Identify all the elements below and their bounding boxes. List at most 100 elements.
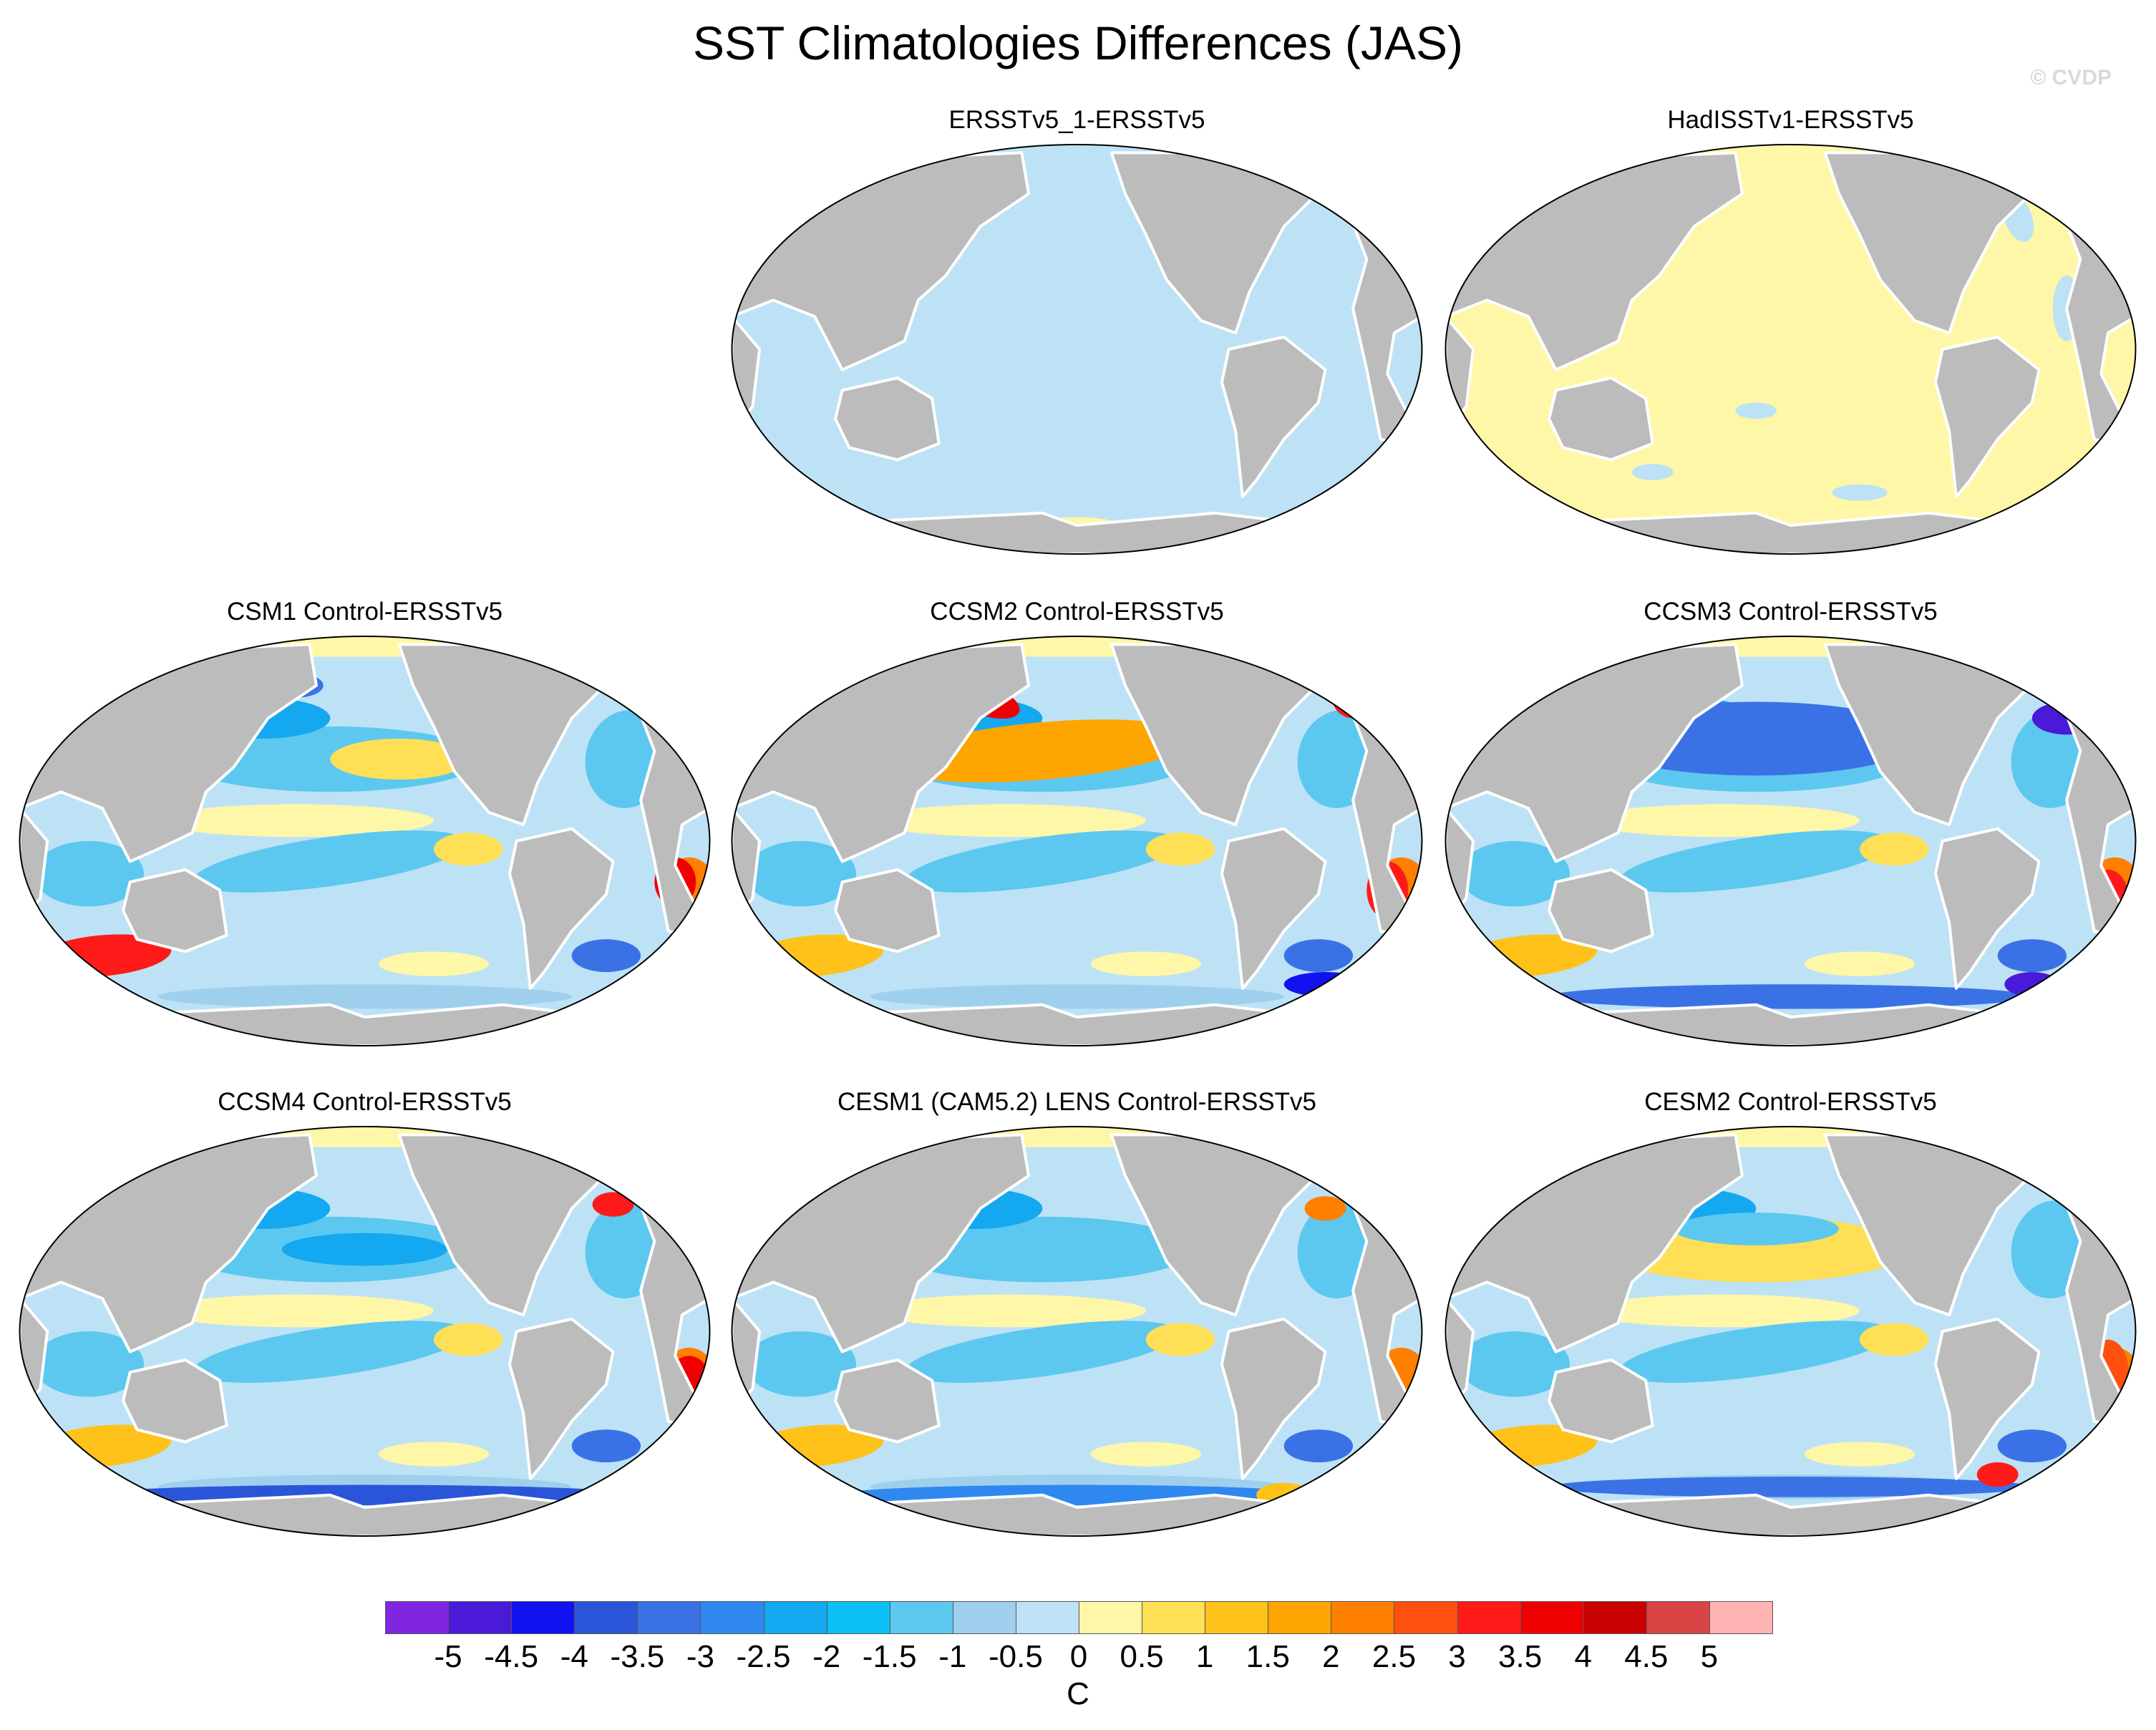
sst-anomaly-region [745, 1331, 857, 1397]
sst-anomaly-region [1283, 1429, 1354, 1463]
south-america-landmass [1933, 335, 2041, 498]
greenland-landmass [570, 1133, 628, 1170]
sst-anomaly-region [378, 951, 490, 976]
colorbar [385, 1601, 1773, 1634]
map-border [731, 1126, 1423, 1537]
sst-anomaly-region [592, 1192, 634, 1217]
sst-anomaly-region [1304, 1196, 1346, 1221]
world-map [731, 1126, 1423, 1537]
australia-landmass [834, 376, 941, 462]
sst-anomaly-region [870, 1294, 1146, 1328]
map-panel-ccsm4: CCSM4 Control-ERSSTv5 [16, 1088, 714, 1607]
sst-anomaly-region [571, 939, 641, 973]
colorbar-swatch [1394, 1601, 1458, 1634]
colorbar-tick-label: 1 [1195, 1639, 1214, 1674]
sst-anomaly-region [905, 830, 1180, 893]
sst-anomaly-region [732, 1482, 801, 1507]
colorbar-tick-label: 5 [1700, 1639, 1719, 1674]
colorbar-swatch [1015, 1601, 1079, 1634]
sst-anomaly-region [1583, 1294, 1860, 1328]
greenland-landmass [1996, 643, 2054, 679]
world-map [731, 636, 1423, 1046]
map-panel-csm1: CSM1 Control-ERSSTv5 [16, 598, 714, 1117]
colorbar-tick-label: 4.5 [1624, 1639, 1669, 1674]
colorbar-swatch [1268, 1601, 1332, 1634]
colorbar-swatch [1457, 1601, 1521, 1634]
greenland-landmass [570, 643, 628, 679]
sst-anomaly-region [433, 832, 503, 866]
australia-landmass [122, 1359, 228, 1444]
world-map [1444, 1126, 2137, 1537]
map-border [19, 1126, 711, 1537]
colorbar-tick-label: 2.5 [1371, 1639, 1417, 1674]
colorbar-tick-label: -3 [686, 1639, 715, 1674]
greenland-landmass [1282, 1133, 1341, 1170]
map-panel-cesm2: CESM2 Control-ERSSTv5 [1442, 1088, 2140, 1607]
sst-anomaly-region [1283, 972, 1367, 997]
sst-anomaly-region [1976, 1462, 2019, 1487]
sst-anomaly-region [1145, 1323, 1215, 1356]
sst-anomaly-region [1583, 804, 1860, 837]
sst-anomaly-region [378, 1442, 490, 1467]
colorbar-labels: -5 -4.5 -4 -3.5 -3 -2.5 -2 -1.5 -1 -0.5 0 0.5 1 1.5 2 2… [0, 1639, 2156, 1682]
sst-anomaly-region [1090, 951, 1202, 976]
colorbar-swatch [385, 1601, 450, 1634]
map-border [1444, 636, 2137, 1046]
greenland-landmass [1282, 643, 1341, 679]
sst-anomaly-region [1804, 951, 1915, 976]
figure-title: SST Climatologies Differences (JAS) [693, 16, 1463, 69]
sst-anomaly-region [1145, 832, 1215, 866]
map-border [19, 636, 711, 1046]
sst-anomaly-region [745, 841, 857, 907]
colorbar-unit: C [1067, 1676, 1089, 1711]
map-panel-ccsm2: CCSM2 Control-ERSSTv5 [728, 598, 1426, 1117]
greenland-landmass [1996, 1133, 2054, 1170]
south-america-landmass [1220, 1317, 1327, 1480]
map-border [1444, 1126, 2137, 1537]
panel-title: CCSM4 Control-ERSSTv5 [218, 1088, 512, 1116]
panel-title: CESM2 Control-ERSSTv5 [1644, 1088, 1937, 1116]
sst-anomaly-region [281, 1233, 448, 1266]
sst-anomaly-region [88, 1484, 641, 1506]
sst-anomaly-region [571, 1429, 641, 1463]
colorbar-swatch [1079, 1601, 1143, 1634]
sst-anomaly-region [1619, 1321, 1893, 1383]
colorbar-swatch [574, 1601, 638, 1634]
credit-watermark: © CVDP [2030, 66, 2112, 89]
colorbar-swatch [1142, 1601, 1206, 1634]
colorbar-swatch [448, 1601, 513, 1634]
sst-anomaly-region [157, 804, 434, 837]
sst-anomaly-region [1549, 984, 2032, 1009]
sst-anomaly-region [33, 841, 145, 907]
colorbar-tick-label: -2 [812, 1639, 841, 1674]
australia-landmass [834, 868, 941, 953]
colorbar-tick-label: -4.5 [484, 1639, 539, 1674]
sst-anomaly-region [890, 1216, 1195, 1283]
south-america-landmass [1220, 335, 1327, 498]
sst-anomaly-region [157, 984, 572, 1009]
greenland-landmass [1996, 151, 2054, 188]
sst-anomaly-region [1631, 464, 1674, 481]
colorbar-swatch [511, 1601, 576, 1634]
world-map [19, 1126, 711, 1537]
colorbar-tick-label: -1.5 [862, 1639, 917, 1674]
colorbar-tick-label: 3.5 [1498, 1639, 1543, 1674]
map-panel-ccsm3: CCSM3 Control-ERSSTv5 [1442, 598, 2140, 1117]
sst-anomaly-region [870, 804, 1146, 837]
colorbar-swatch [1331, 1601, 1395, 1634]
panel-title: CCSM2 Control-ERSSTv5 [930, 598, 1224, 626]
world-map [19, 636, 711, 1046]
colorbar-tick-label: -5 [434, 1639, 462, 1674]
sst-anomaly-region [1090, 1442, 1202, 1467]
sst-anomaly-region [905, 1321, 1180, 1383]
colorbar-swatch [952, 1601, 1016, 1634]
map-panel-ersstv5-1: ERSSTv5_1-ERSSTv5 [728, 106, 1426, 625]
colorbar-swatch [1205, 1601, 1269, 1634]
map-border [731, 636, 1423, 1046]
map-border [1444, 144, 2137, 555]
colorbar-swatch [763, 1601, 827, 1634]
colorbar-swatch [1520, 1601, 1584, 1634]
sst-anomaly-region [193, 1321, 467, 1383]
colorbar-tick-label: 2 [1322, 1639, 1340, 1674]
south-america-landmass [1933, 1317, 2041, 1480]
